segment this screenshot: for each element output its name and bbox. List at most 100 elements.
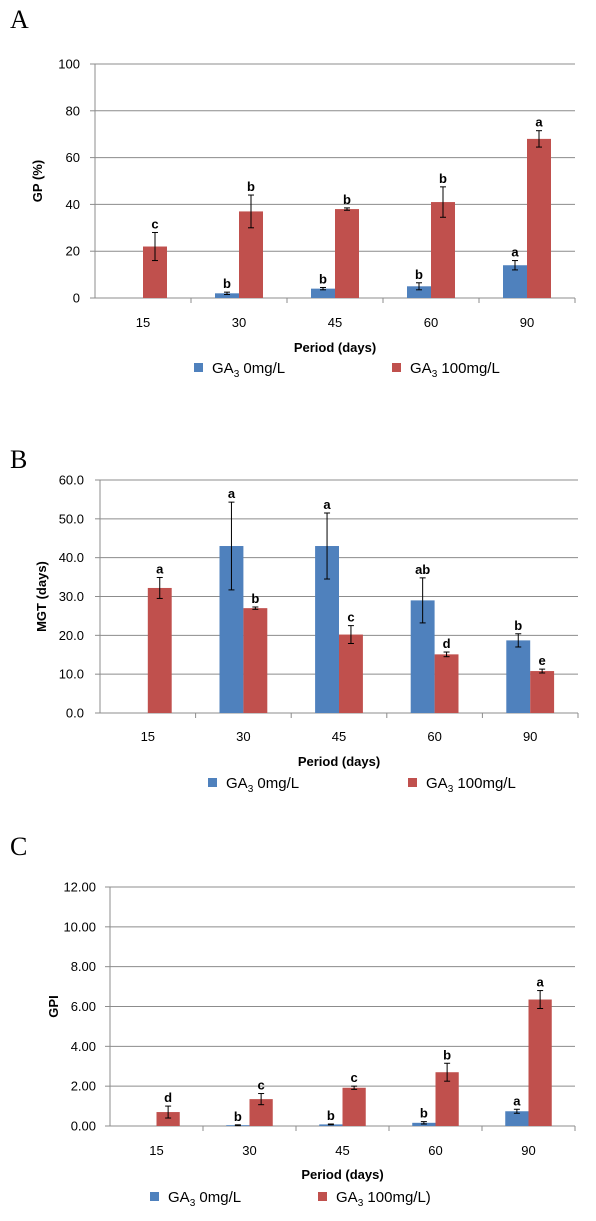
x-axis-title: Period (days) bbox=[294, 340, 376, 355]
panel-letter: C bbox=[10, 832, 27, 861]
significance-letter: c bbox=[151, 216, 158, 231]
chart-panel-c: C 0.00 2.00 4.00 6.00 8.00 10.00 12.00 GPI 15 d 30 b… bbox=[10, 832, 576, 1209]
bar-ga3-100-30 bbox=[249, 1099, 273, 1126]
bar-ga3-100-45 bbox=[335, 209, 359, 298]
y-tick-label: 0 bbox=[73, 291, 80, 306]
bar-ga3-100-15 bbox=[156, 1112, 180, 1126]
significance-letter: b bbox=[234, 1109, 242, 1124]
significance-letter: a bbox=[228, 486, 236, 501]
x-tick-label: 45 bbox=[332, 729, 346, 744]
x-tick-label: 30 bbox=[236, 729, 250, 744]
y-tick-label: 100 bbox=[58, 57, 80, 72]
significance-letter: e bbox=[539, 653, 546, 668]
y-axis-title: GP (%) bbox=[30, 160, 45, 202]
bar-ga3-0-60 bbox=[407, 286, 431, 298]
significance-letter: d bbox=[443, 636, 451, 651]
panel-letter: B bbox=[10, 445, 27, 474]
legend-swatch bbox=[408, 778, 417, 787]
legend-swatch bbox=[208, 778, 217, 787]
legend-swatch bbox=[150, 1192, 159, 1201]
x-tick-label: 90 bbox=[523, 729, 537, 744]
panel-letter: A bbox=[10, 5, 29, 34]
bar-ga3-100-30 bbox=[243, 608, 268, 713]
significance-letter: b bbox=[420, 1106, 428, 1121]
legend-label: GA3 100mg/L bbox=[410, 360, 500, 380]
x-tick-label: 15 bbox=[141, 729, 155, 744]
x-tick-label: 90 bbox=[521, 1143, 535, 1158]
significance-letter: a bbox=[535, 115, 543, 130]
significance-letter: c bbox=[351, 1070, 358, 1085]
legend-label: GA3 0mg/L bbox=[226, 775, 299, 795]
y-tick-label: 20.0 bbox=[59, 628, 84, 643]
y-tick-label: 4.00 bbox=[71, 1039, 96, 1054]
significance-letter: b bbox=[514, 618, 522, 633]
bar-ga3-100-15 bbox=[147, 587, 172, 713]
significance-letter: b bbox=[327, 1108, 335, 1123]
y-tick-label: 2.00 bbox=[71, 1079, 96, 1094]
y-tick-label: 40 bbox=[66, 197, 80, 212]
significance-letter: a bbox=[156, 561, 164, 576]
x-axis-title: Period (days) bbox=[301, 1167, 383, 1182]
y-tick-label: 80 bbox=[66, 103, 80, 118]
significance-letter: c bbox=[258, 1078, 265, 1093]
x-tick-label: 90 bbox=[520, 315, 534, 330]
legend-label: GA3 0mg/L bbox=[212, 360, 285, 380]
significance-letter: a bbox=[323, 497, 331, 512]
x-tick-label: 60 bbox=[427, 729, 441, 744]
bar-ga3-100-60 bbox=[431, 202, 455, 298]
significance-letter: b bbox=[343, 192, 351, 207]
y-axis-title: MGT (days) bbox=[34, 561, 49, 632]
y-tick-label: 60.0 bbox=[59, 473, 84, 488]
significance-letter: d bbox=[164, 1090, 172, 1105]
x-tick-label: 45 bbox=[328, 315, 342, 330]
y-tick-label: 0.0 bbox=[66, 706, 84, 721]
y-tick-label: 8.00 bbox=[71, 959, 96, 974]
y-tick-label: 40.0 bbox=[59, 550, 84, 565]
significance-letter: b bbox=[251, 591, 259, 606]
legend-swatch bbox=[318, 1192, 327, 1201]
significance-letter: a bbox=[511, 245, 519, 260]
significance-letter: b bbox=[319, 271, 327, 286]
bar-ga3-0-30 bbox=[215, 293, 239, 298]
significance-letter: ab bbox=[415, 562, 430, 577]
bar-ga3-0-90 bbox=[506, 640, 531, 713]
y-tick-label: 20 bbox=[66, 244, 80, 259]
bar-ga3-100-60 bbox=[435, 1072, 459, 1126]
bar-ga3-0-45 bbox=[311, 288, 335, 298]
bar-ga3-100-90 bbox=[528, 999, 552, 1126]
chart-panel-b: B 0.0 10.0 20.0 30.0 40.0 50.0 60.0 MGT (days) 15… bbox=[10, 445, 579, 795]
significance-letter: c bbox=[347, 610, 354, 625]
bar-ga3-100-45 bbox=[342, 1087, 366, 1126]
y-axis-title: GPI bbox=[46, 995, 61, 1017]
bar-ga3-100-60 bbox=[434, 654, 459, 713]
x-tick-label: 15 bbox=[136, 315, 150, 330]
bar-ga3-0-30 bbox=[219, 546, 244, 713]
x-tick-label: 45 bbox=[335, 1143, 349, 1158]
legend-swatch bbox=[392, 363, 401, 372]
y-tick-label: 12.00 bbox=[63, 880, 96, 895]
x-tick-label: 30 bbox=[242, 1143, 256, 1158]
x-tick-label: 60 bbox=[424, 315, 438, 330]
significance-letter: b bbox=[247, 179, 255, 194]
y-tick-label: 6.00 bbox=[71, 999, 96, 1014]
bar-ga3-0-60 bbox=[410, 600, 435, 713]
significance-letter: b bbox=[439, 171, 447, 186]
y-tick-label: 30.0 bbox=[59, 589, 84, 604]
legend-label: GA3 0mg/L bbox=[168, 1189, 241, 1209]
y-tick-label: 0.00 bbox=[71, 1119, 96, 1134]
significance-letter: b bbox=[415, 267, 423, 282]
significance-letter: b bbox=[443, 1047, 451, 1062]
legend-swatch bbox=[194, 363, 203, 372]
bar-ga3-0-90 bbox=[503, 265, 527, 298]
legend-label: GA3 100mg/L) bbox=[336, 1189, 431, 1209]
significance-letter: b bbox=[223, 276, 231, 291]
y-tick-label: 50.0 bbox=[59, 511, 84, 526]
y-tick-label: 10.00 bbox=[63, 919, 96, 934]
bar-ga3-100-90 bbox=[530, 671, 555, 713]
x-tick-label: 15 bbox=[149, 1143, 163, 1158]
chart-panel-a: A 0 20 40 60 80 100 GP (%) 15 c 30 b b 45 b b 60 b b 90 a a Pe… bbox=[10, 5, 576, 380]
x-tick-label: 60 bbox=[428, 1143, 442, 1158]
y-tick-label: 60 bbox=[66, 150, 80, 165]
bar-ga3-100-45 bbox=[339, 634, 363, 713]
